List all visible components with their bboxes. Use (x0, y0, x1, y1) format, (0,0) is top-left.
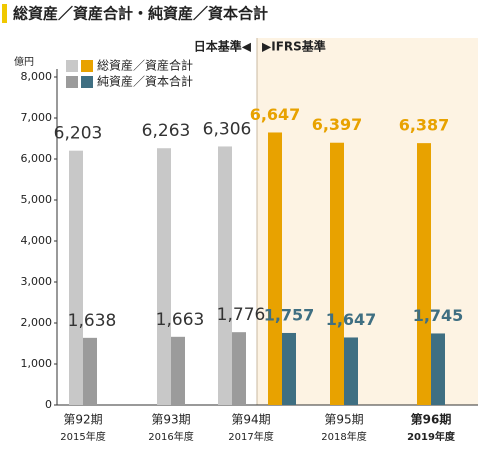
value-label: 6,647 (250, 105, 301, 124)
value-label: 1,776 (217, 305, 266, 325)
legend-swatch (81, 60, 93, 72)
value-label: 1,663 (156, 310, 205, 330)
bar (417, 143, 431, 405)
bar (282, 332, 296, 405)
value-label: 6,203 (54, 124, 103, 144)
value-label: 6,306 (203, 119, 252, 139)
annotation: 日本基準◀ (194, 39, 252, 54)
bar (69, 150, 83, 405)
bar (83, 337, 97, 405)
legend-label: 総資産／資産合計 (97, 58, 193, 73)
value-label: 1,647 (326, 310, 377, 329)
y-tick-label: 1,000 (21, 357, 53, 370)
bar (232, 332, 246, 405)
y-tick-label: 7,000 (21, 111, 53, 124)
x-tick-label: 第96期 (411, 412, 452, 427)
chart-title: 総資産／資産合計・純資産／資本合計 (13, 5, 268, 23)
legend-label: 純資産／資本合計 (97, 74, 193, 89)
legend-swatch (66, 76, 78, 88)
value-label: 6,397 (312, 115, 363, 134)
x-tick-label: 第92期 (63, 413, 102, 427)
y-tick-label: 4,000 (21, 234, 53, 247)
y-tick-label: 6,000 (21, 152, 53, 165)
x-tick-sublabel: 2016年度 (148, 430, 193, 443)
x-tick-sublabel: 2015年度 (60, 430, 105, 443)
x-tick-sublabel: 2018年度 (321, 430, 366, 443)
bar (431, 333, 445, 405)
value-label: 1,638 (68, 311, 117, 331)
bar (268, 132, 282, 405)
x-tick-sublabel: 2019年度 (407, 430, 456, 443)
value-label: 1,745 (413, 306, 464, 325)
unit-label: 億円 (14, 55, 34, 68)
y-tick-label: 8,000 (21, 70, 53, 83)
bar (171, 336, 185, 405)
annotation: ▶IFRS基準 (262, 39, 326, 54)
bar (157, 148, 171, 406)
legend-swatch (66, 60, 78, 72)
bar (218, 146, 232, 406)
y-tick-label: 0 (45, 398, 52, 411)
value-label: 6,387 (399, 116, 450, 135)
y-tick-label: 2,000 (21, 316, 53, 329)
value-label: 1,757 (264, 305, 315, 324)
x-tick-label: 第95期 (324, 413, 363, 427)
x-tick-label: 第94期 (231, 413, 270, 427)
x-tick-label: 第93期 (151, 413, 190, 427)
y-tick-label: 5,000 (21, 193, 53, 206)
x-tick-sublabel: 2017年度 (228, 430, 273, 443)
bar (344, 337, 358, 405)
bar (330, 142, 344, 405)
legend-swatch (81, 76, 93, 88)
y-tick-label: 3,000 (21, 275, 53, 288)
title-marker (2, 4, 7, 23)
value-label: 6,263 (142, 121, 191, 141)
